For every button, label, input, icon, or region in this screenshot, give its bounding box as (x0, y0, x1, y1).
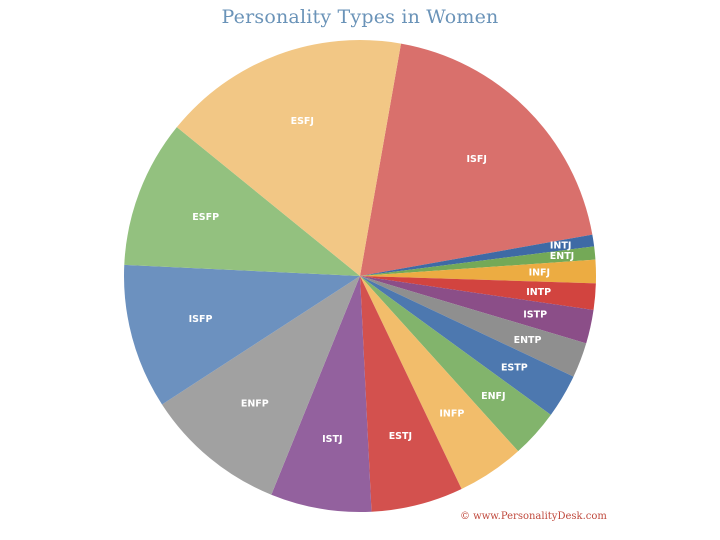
slice-label-esfj: ESFJ (291, 116, 314, 127)
pie-slice-isfp (123, 264, 360, 405)
slice-label-esfp: ESFP (192, 212, 219, 223)
pie-slice-estp (360, 276, 574, 415)
pie-slice-infj (360, 259, 596, 284)
pie-slice-enfj (360, 276, 551, 452)
slice-label-infp: INFP (439, 408, 464, 419)
slice-label-isfj: ISFJ (467, 154, 487, 165)
pie-slice-enfp (162, 276, 360, 495)
pie-slice-entp (360, 276, 587, 377)
slice-label-isfp: ISFP (189, 314, 213, 325)
pie-slice-estj (360, 276, 462, 512)
pie-slice-istp (360, 276, 594, 344)
copyright-notice: © www.PersonalityDesk.com (460, 511, 607, 522)
slice-label-intj: INTJ (550, 240, 572, 251)
slice-label-estj: ESTJ (389, 431, 412, 442)
slice-label-enfp: ENFP (241, 398, 269, 409)
chart-title: Personality Types in Women (221, 6, 499, 28)
slice-label-entj: ENTJ (550, 251, 574, 262)
pie-slice-entj (360, 246, 596, 276)
slice-label-istp: ISTP (523, 310, 547, 321)
slice-label-entp: ENTP (514, 335, 542, 346)
slice-label-istj: ISTJ (322, 434, 342, 445)
pie-slice-istj (271, 276, 372, 512)
pie-slice-isfj (360, 43, 593, 276)
pie-slice-esfj (176, 40, 401, 277)
pie-slice-intp (360, 276, 596, 311)
slice-label-estp: ESTP (501, 362, 528, 373)
slice-label-intp: INTP (526, 287, 551, 298)
slice-label-infj: INFJ (529, 268, 551, 279)
pie-slice-intj (360, 234, 595, 276)
pie-slice-infp (360, 276, 519, 490)
pie-slices (123, 40, 596, 512)
slice-label-enfj: ENFJ (481, 391, 505, 402)
pie-slice-esfp (124, 127, 360, 276)
